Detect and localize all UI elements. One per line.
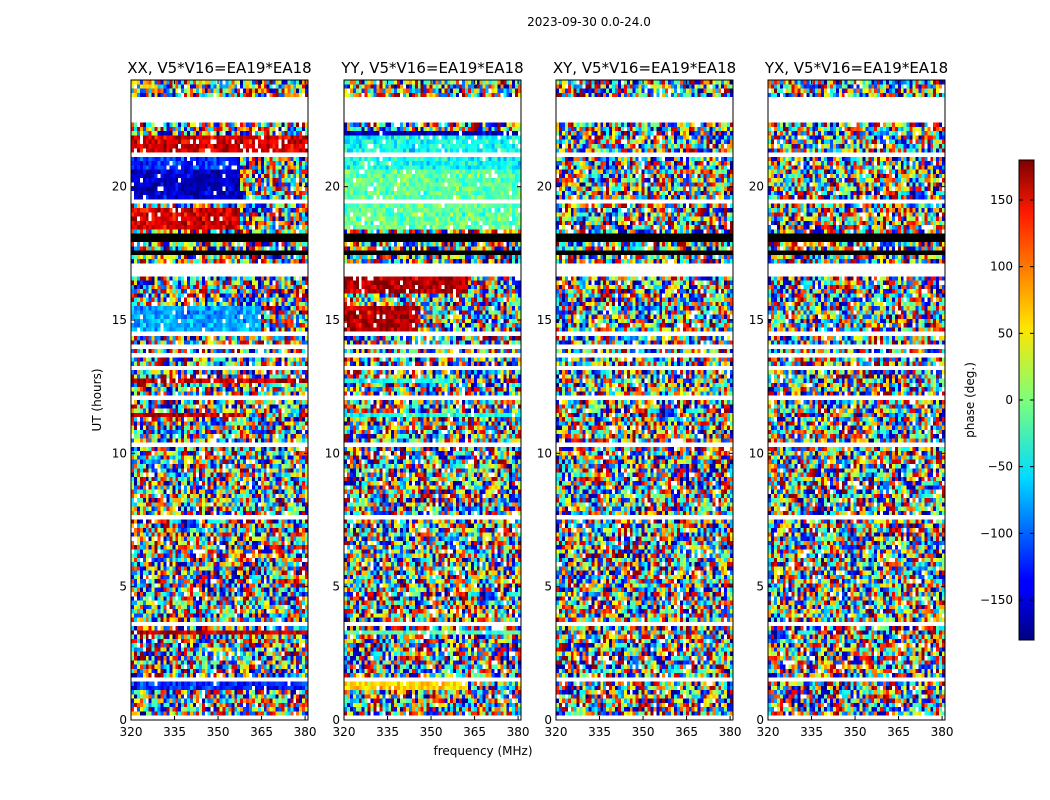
x-tick-label: 320: [545, 725, 568, 739]
x-tick-label: 380: [719, 725, 742, 739]
colorbar-tick-label: 50: [998, 326, 1013, 340]
y-tick-label: 20: [325, 180, 340, 194]
panel-frame: [555, 79, 734, 721]
phase-heatmap: [344, 80, 521, 720]
panel-frame: [767, 79, 946, 721]
y-tick-label: 20: [749, 180, 764, 194]
panel-frame: [130, 79, 309, 721]
y-tick-label: 0: [544, 713, 552, 727]
x-tick-label: 320: [757, 725, 780, 739]
y-tick-label: 5: [544, 580, 552, 594]
y-tick-label: 15: [325, 313, 340, 327]
colorbar-tick-label: 100: [990, 260, 1013, 274]
panel-3: XY, V5*V16=EA19*EA18 320 335 350 365 380 0 5 10 1…: [537, 59, 742, 739]
x-tick-label: 365: [887, 725, 910, 739]
y-tick-label: 5: [119, 580, 127, 594]
y-tick-label: 15: [537, 313, 552, 327]
panels: XX, V5*V16=EA19*EA18 320 335 350 365 380 0 5 10 1…: [112, 59, 954, 739]
colorbar: 150 100 50 0 −50 −100 −150: [980, 159, 1035, 641]
x-tick-label: 350: [207, 725, 230, 739]
phase-heatmap: [131, 80, 308, 720]
figure-title: 2023-09-30 0.0-24.0: [527, 15, 651, 29]
y-tick-label: 15: [112, 313, 127, 327]
x-tick-label: 380: [294, 725, 317, 739]
panel-title: YX, V5*V16=EA19*EA18: [764, 59, 948, 77]
x-axis-label: frequency (MHz): [433, 744, 532, 758]
y-tick-label: 0: [756, 713, 764, 727]
y-tick-label: 20: [112, 180, 127, 194]
x-tick-label: 350: [420, 725, 443, 739]
y-tick-label: 15: [749, 313, 764, 327]
colorbar-tick-label: −150: [980, 593, 1013, 607]
panel-title: XX, V5*V16=EA19*EA18: [127, 59, 311, 77]
panel-frame: [343, 79, 522, 721]
x-tick-label: 380: [507, 725, 530, 739]
y-tick-label: 10: [112, 446, 127, 460]
x-tick-label: 365: [463, 725, 486, 739]
y-tick-label: 5: [332, 580, 340, 594]
y-tick-label: 10: [749, 446, 764, 460]
colorbar-tick-label: 0: [1005, 393, 1013, 407]
x-tick-label: 320: [333, 725, 356, 739]
y-tick-label: 10: [325, 446, 340, 460]
y-tick-label: 20: [537, 180, 552, 194]
colorbar-tick-label: −100: [980, 526, 1013, 540]
panel-title: XY, V5*V16=EA19*EA18: [553, 59, 736, 77]
panel-2: YY, V5*V16=EA19*EA18 320 335 350 365 380 0 5 10 1…: [325, 59, 530, 739]
x-tick-label: 365: [675, 725, 698, 739]
colorbar-label: phase (deg.): [963, 362, 977, 438]
y-tick-label: 0: [332, 713, 340, 727]
y-tick-label: 5: [756, 580, 764, 594]
x-tick-label: 335: [163, 725, 186, 739]
colorbar-tick-label: 150: [990, 193, 1013, 207]
x-tick-label: 335: [588, 725, 611, 739]
panel-4: YX, V5*V16=EA19*EA18 320 335 350 365 380 0 5 10 1…: [749, 59, 954, 739]
x-tick-label: 320: [120, 725, 143, 739]
x-tick-label: 365: [250, 725, 273, 739]
x-tick-label: 335: [376, 725, 399, 739]
x-tick-label: 350: [844, 725, 867, 739]
x-tick-label: 335: [800, 725, 823, 739]
x-tick-label: 380: [931, 725, 954, 739]
y-tick-label: 10: [537, 446, 552, 460]
panel-1: XX, V5*V16=EA19*EA18 320 335 350 365 380 0 5 10 1…: [112, 59, 317, 739]
y-axis-label: UT (hours): [90, 368, 104, 431]
phase-heatmap: [768, 80, 945, 720]
y-tick-label: 0: [119, 713, 127, 727]
colorbar-tick-label: −50: [988, 460, 1013, 474]
panel-title: YY, V5*V16=EA19*EA18: [340, 59, 523, 77]
x-tick-label: 350: [632, 725, 655, 739]
phase-heatmap: [556, 80, 733, 720]
